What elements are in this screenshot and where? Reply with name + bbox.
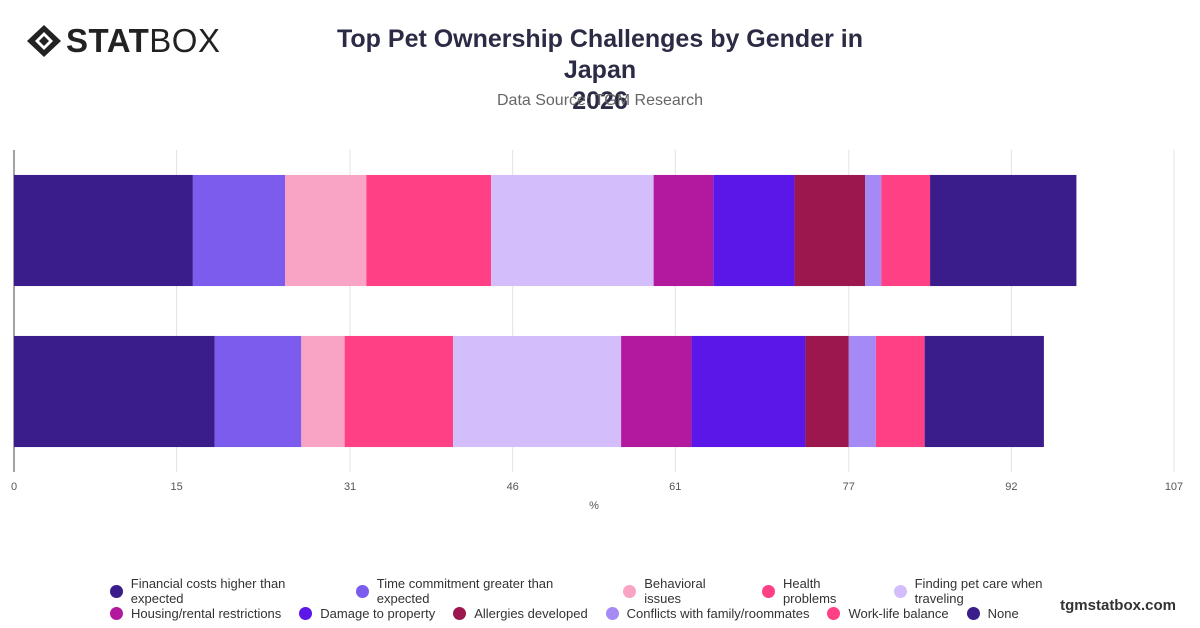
chart-title: Top Pet Ownership Challenges by Gender i… [300,24,900,117]
bar-segment [344,335,454,448]
legend-label: Housing/rental restrictions [131,605,282,621]
legend-item[interactable]: Time commitment greater than expected [355,576,605,606]
legend-item[interactable]: Conflicts with family/roommates [605,605,810,621]
legend-row-1: Financial costs higher than expected Time… [110,576,1110,606]
legend-swatch [299,606,313,620]
legend-label: Finding pet care when traveling [914,576,1043,606]
legend-item[interactable]: Work-life balance [827,605,949,621]
bar-segment [14,174,193,287]
legend-item[interactable]: Financial costs higher than expected [110,576,338,606]
legend-swatch [110,606,123,620]
x-tick-label: 77 [843,481,855,493]
bar-segment [875,335,925,448]
bar-segment [794,174,866,287]
legend-label: Damage to property [320,605,436,621]
legend-item[interactable]: Finding pet care when traveling [893,576,1092,606]
bar-segment [14,335,215,448]
bar-segment [621,335,692,448]
diamond-logo-icon [27,25,61,57]
chart-subtitle: Data Source: TGM Research [496,92,703,109]
bar-segment [192,174,286,287]
legend-label: None [987,605,1019,621]
x-tick-label: 0 [11,481,17,493]
legend-swatch [762,584,775,598]
legend-item[interactable]: Behavioral issues [623,576,744,606]
bar-segment [691,335,806,448]
x-tick-label: 31 [344,481,356,493]
statbox-logo: STATBOX [26,22,220,60]
legend-item[interactable]: None [966,605,1019,621]
bar-segment [453,335,622,448]
bar-segment [848,335,876,448]
bar-segment [924,335,1044,448]
legend-item[interactable]: Allergies developed [453,605,588,621]
legend-swatch [623,584,637,598]
bar-segment [805,335,849,448]
x-tick-label: 15 [170,481,182,493]
bar-segment [881,174,931,287]
legend-swatch [893,584,907,598]
bar-segment [285,174,367,287]
bar-segment [653,174,714,287]
x-tick-label: 92 [1005,481,1017,493]
legend-swatch [355,584,369,598]
bar-segment [865,174,882,287]
legend-label: Financial costs higher than expected [130,576,286,606]
legend-swatch [605,606,619,620]
legend-row-2: Housing/rental restrictions Damage to pro… [110,602,1110,624]
legend-swatch [966,606,980,620]
logo-text: STATBOX [66,22,221,59]
legend-swatch [827,606,841,620]
x-tick-label: 46 [507,481,519,493]
legend-label: Work-life balance [848,605,949,621]
bar-segment [301,335,345,448]
chart-title-line2: 2026 [572,87,628,115]
legend-label: Health problems [782,576,837,606]
bar-segment [491,174,654,287]
x-tick-label: 61 [669,481,681,493]
legend-swatch [110,584,123,598]
bar-segment [214,335,302,448]
x-axis-label: % [589,500,599,512]
stacked-bar-chart: 0 15 31 46 61 77 92 107% [11,150,1183,512]
chart-legend: Financial costs higher than expected Time… [110,576,1110,624]
brand-watermark: tgmstatbox.com [1060,597,1176,614]
bar-segment [713,174,795,287]
legend-item[interactable]: Health problems [762,576,876,606]
legend-label: Allergies developed [474,605,588,621]
bar-segment [930,174,1077,287]
legend-item[interactable]: Damage to property [299,606,435,621]
x-tick-label: 107 [1165,481,1183,493]
legend-swatch [453,606,467,620]
chart-title-line1: Top Pet Ownership Challenges by Gender i… [336,25,863,84]
legend-label: Time commitment greater than expected [376,576,554,606]
legend-item[interactable]: Housing/rental restrictions [110,606,281,621]
legend-label: Behavioral issues [644,576,706,606]
legend-label: Conflicts with family/roommates [626,605,810,621]
bar-segment [366,174,492,287]
